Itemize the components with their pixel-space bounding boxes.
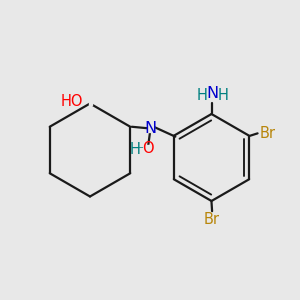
Bar bbox=[88, 102, 92, 105]
Bar bbox=[208, 216, 217, 222]
Bar bbox=[148, 125, 154, 131]
Text: N: N bbox=[207, 86, 219, 101]
Text: O: O bbox=[142, 141, 154, 156]
Text: HO: HO bbox=[60, 94, 82, 110]
Text: Br: Br bbox=[259, 126, 275, 141]
Bar bbox=[64, 99, 78, 105]
Text: H: H bbox=[218, 88, 228, 103]
Text: H: H bbox=[197, 88, 208, 103]
Bar bbox=[211, 91, 215, 97]
Text: −: − bbox=[136, 144, 143, 152]
Text: Br: Br bbox=[204, 212, 220, 226]
Text: N: N bbox=[145, 121, 157, 136]
Text: H: H bbox=[130, 142, 140, 157]
Bar bbox=[145, 146, 151, 152]
Bar bbox=[263, 130, 272, 137]
